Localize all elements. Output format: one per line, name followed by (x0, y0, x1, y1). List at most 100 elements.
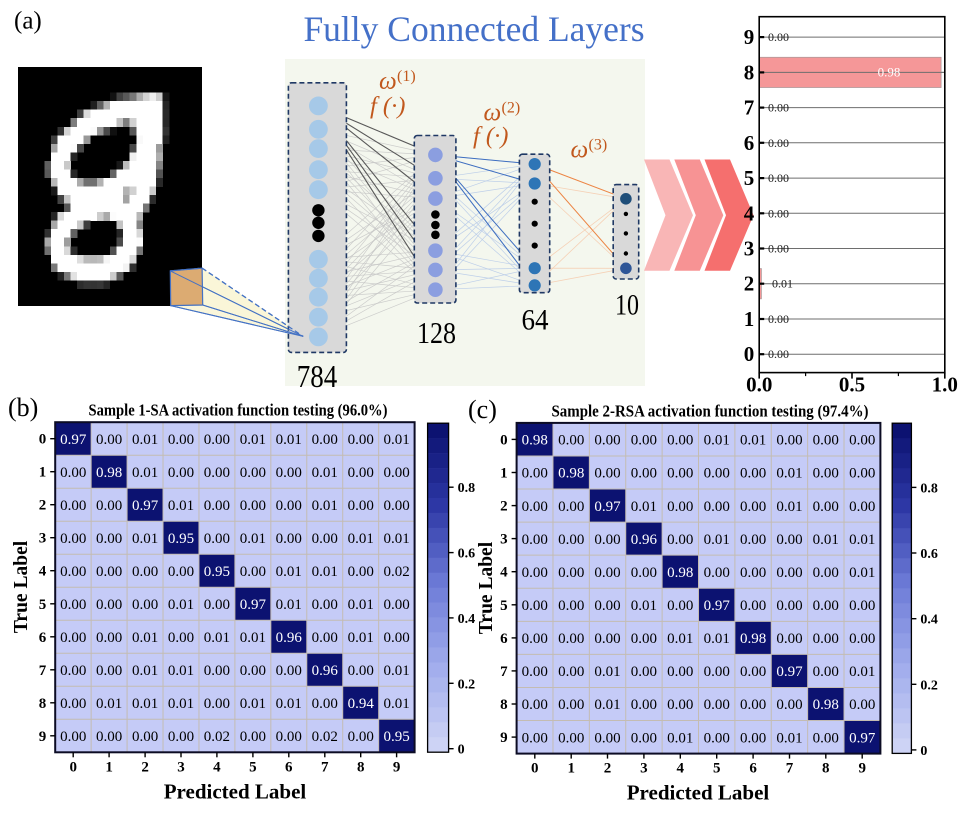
svg-text:0.01: 0.01 (276, 597, 302, 613)
svg-text:(2): (2) (502, 100, 521, 117)
svg-text:0.00: 0.00 (740, 730, 766, 746)
svg-text:1: 1 (567, 761, 575, 777)
svg-text:0.00: 0.00 (240, 465, 266, 481)
svg-text:1.0: 1.0 (932, 373, 958, 397)
svg-text:0.00: 0.00 (96, 432, 122, 448)
svg-text:0.00: 0.00 (204, 597, 230, 613)
svg-text:1: 1 (105, 759, 113, 775)
svg-text:0.98: 0.98 (878, 64, 901, 79)
svg-text:0.00: 0.00 (276, 663, 302, 679)
svg-text:0.01: 0.01 (96, 696, 122, 712)
svg-text:0.00: 0.00 (96, 729, 122, 745)
svg-text:0.00: 0.00 (558, 499, 584, 515)
svg-text:True Label: True Label (11, 540, 32, 633)
svg-text:0.00: 0.00 (240, 663, 266, 679)
svg-text:0.00: 0.00 (768, 206, 789, 220)
svg-text:0.00: 0.00 (849, 433, 875, 449)
svg-text:0.00: 0.00 (204, 465, 230, 481)
svg-text:4: 4 (500, 565, 508, 581)
svg-text:(a): (a) (14, 8, 42, 35)
svg-text:0.01: 0.01 (704, 433, 730, 449)
svg-text:0.01: 0.01 (776, 466, 802, 482)
svg-text:0.00: 0.00 (813, 730, 839, 746)
svg-text:0.00: 0.00 (667, 664, 693, 680)
svg-text:0.0: 0.0 (746, 373, 772, 397)
svg-text:0.00: 0.00 (60, 498, 86, 514)
svg-text:0.00: 0.00 (204, 498, 230, 514)
svg-text:9: 9 (744, 25, 755, 49)
svg-text:0.01: 0.01 (740, 433, 766, 449)
svg-text:0.00: 0.00 (96, 663, 122, 679)
svg-text:8: 8 (744, 60, 755, 84)
svg-text:Predicted Label: Predicted Label (164, 779, 307, 803)
svg-text:0.96: 0.96 (631, 532, 658, 548)
svg-text:0.00: 0.00 (813, 466, 839, 482)
svg-text:0.01: 0.01 (348, 531, 374, 547)
svg-text:0.00: 0.00 (60, 597, 86, 613)
svg-text:0.00: 0.00 (204, 432, 230, 448)
svg-text:0.97: 0.97 (776, 664, 803, 680)
svg-text:0.01: 0.01 (168, 498, 194, 514)
svg-text:0.00: 0.00 (312, 432, 338, 448)
svg-text:0.01: 0.01 (276, 564, 302, 580)
svg-text:0.00: 0.00 (704, 697, 730, 713)
svg-text:0.00: 0.00 (667, 499, 693, 515)
svg-text:f (·): f (·) (473, 123, 508, 150)
svg-text:0.01: 0.01 (132, 531, 158, 547)
svg-text:0.01: 0.01 (594, 664, 620, 680)
svg-text:0.94: 0.94 (348, 696, 375, 712)
svg-text:0.00: 0.00 (776, 598, 802, 614)
svg-text:0.00: 0.00 (60, 729, 86, 745)
svg-text:0.96: 0.96 (276, 630, 303, 646)
svg-text:0.00: 0.00 (96, 531, 122, 547)
svg-text:0.01: 0.01 (383, 531, 409, 547)
svg-text:0.00: 0.00 (558, 433, 584, 449)
svg-text:0.97: 0.97 (240, 597, 267, 613)
svg-text:0.00: 0.00 (849, 466, 875, 482)
svg-text:2: 2 (500, 499, 508, 515)
svg-text:0.00: 0.00 (558, 697, 584, 713)
svg-text:0.00: 0.00 (813, 565, 839, 581)
svg-text:0.96: 0.96 (312, 663, 339, 679)
svg-text:f (·): f (·) (370, 93, 405, 120)
svg-text:5: 5 (713, 761, 721, 777)
svg-text:0.5: 0.5 (839, 373, 865, 397)
svg-text:0.00: 0.00 (740, 499, 766, 515)
svg-text:0.00: 0.00 (667, 697, 693, 713)
svg-text:0.01: 0.01 (849, 664, 875, 680)
svg-text:(b): (b) (8, 393, 38, 422)
svg-text:0.00: 0.00 (631, 664, 657, 680)
svg-text:True Label: True Label (476, 541, 497, 634)
svg-text:0.00: 0.00 (776, 433, 802, 449)
svg-text:0.01: 0.01 (132, 696, 158, 712)
svg-text:0.00: 0.00 (348, 663, 374, 679)
svg-text:0.00: 0.00 (594, 532, 620, 548)
svg-text:0.01: 0.01 (132, 630, 158, 646)
svg-text:0.01: 0.01 (276, 432, 302, 448)
svg-text:2: 2 (39, 498, 47, 514)
svg-text:0.01: 0.01 (704, 532, 730, 548)
svg-text:0.00: 0.00 (704, 499, 730, 515)
svg-text:0.00: 0.00 (522, 532, 548, 548)
svg-text:0.98: 0.98 (740, 631, 766, 647)
svg-text:3: 3 (640, 761, 648, 777)
svg-text:0.00: 0.00 (60, 531, 86, 547)
svg-text:1: 1 (39, 465, 47, 481)
svg-text:0.00: 0.00 (558, 532, 584, 548)
svg-text:0.00: 0.00 (312, 630, 338, 646)
svg-text:0.00: 0.00 (348, 432, 374, 448)
svg-text:4: 4 (213, 759, 221, 775)
svg-text:0.8: 0.8 (920, 481, 938, 496)
svg-text:Sample 1-SA activation functio: Sample 1-SA activation function testing … (89, 401, 388, 420)
svg-text:0.01: 0.01 (772, 277, 793, 291)
svg-text:0.4: 0.4 (920, 613, 938, 628)
svg-text:0.00: 0.00 (849, 697, 875, 713)
svg-text:0.00: 0.00 (740, 664, 766, 680)
svg-text:0.95: 0.95 (383, 729, 409, 745)
svg-text:2: 2 (141, 759, 149, 775)
svg-text:0.8: 0.8 (458, 481, 476, 496)
svg-text:0: 0 (69, 759, 77, 775)
svg-text:8: 8 (357, 759, 365, 775)
svg-text:0.00: 0.00 (204, 696, 230, 712)
svg-text:0.00: 0.00 (60, 564, 86, 580)
